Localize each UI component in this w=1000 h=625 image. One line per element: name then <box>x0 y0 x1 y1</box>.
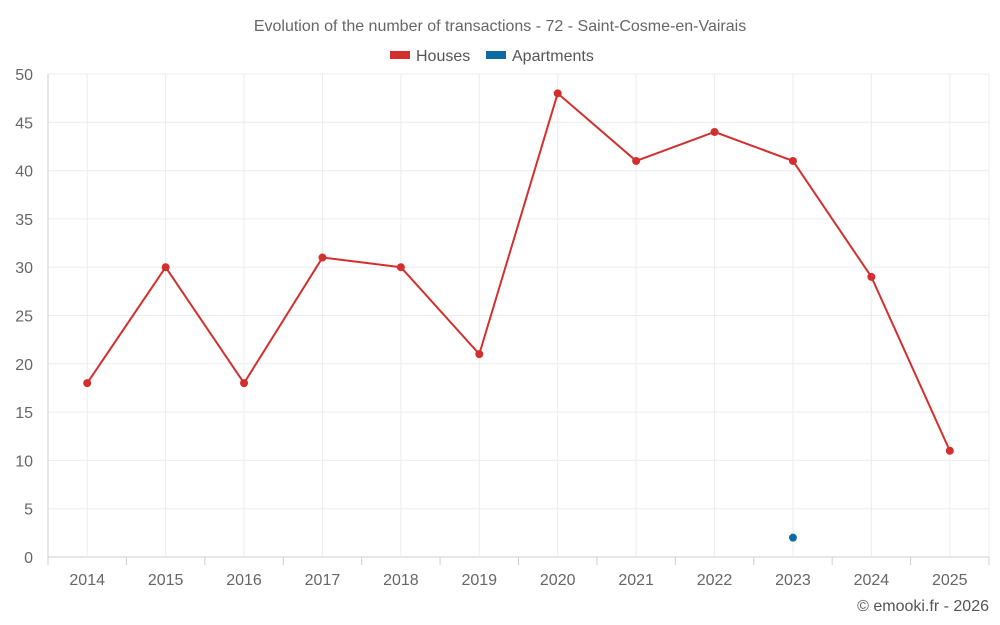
data-point-houses[interactable] <box>475 350 484 359</box>
data-point-houses[interactable] <box>161 263 170 272</box>
y-tick-label: 0 <box>24 550 33 567</box>
x-tick-label: 2023 <box>775 572 811 589</box>
x-tick-label: 2019 <box>461 572 497 589</box>
data-point-houses[interactable] <box>632 156 641 165</box>
y-tick-label: 30 <box>15 260 33 277</box>
data-point-houses[interactable] <box>396 263 405 272</box>
x-tick-label: 2015 <box>148 572 184 589</box>
y-tick-label: 40 <box>15 164 33 181</box>
series-apartments <box>788 533 797 542</box>
y-tick-label: 15 <box>15 405 33 422</box>
x-tick-label: 2016 <box>226 572 262 589</box>
y-tick-label: 20 <box>15 357 33 374</box>
legend-label-houses[interactable]: Houses <box>416 48 470 65</box>
data-point-apartments[interactable] <box>788 533 797 542</box>
y-tick-label: 45 <box>15 115 33 132</box>
x-tick-label: 2025 <box>932 572 968 589</box>
series-line-houses <box>86 92 951 452</box>
x-tick-label: 2024 <box>854 572 890 589</box>
data-point-houses[interactable] <box>318 253 327 262</box>
series-layer <box>83 89 954 542</box>
y-tick-label: 35 <box>15 212 33 229</box>
x-tick-label: 2022 <box>697 572 733 589</box>
series-houses <box>83 89 954 455</box>
data-point-houses[interactable] <box>710 127 719 136</box>
x-tick-label: 2017 <box>305 572 341 589</box>
y-tick-label: 50 <box>15 67 33 84</box>
legend-label-apartments[interactable]: Apartments <box>512 48 594 65</box>
data-point-houses[interactable] <box>945 446 954 455</box>
legend-swatch-apartments <box>486 51 506 59</box>
chart-title: Evolution of the number of transactions … <box>254 18 746 35</box>
y-tick-label: 5 <box>24 502 33 519</box>
x-tick-label: 2021 <box>618 572 654 589</box>
data-point-houses[interactable] <box>867 272 876 281</box>
data-point-houses[interactable] <box>240 379 249 388</box>
legend: Houses Apartments <box>390 48 594 65</box>
x-tick-label: 2018 <box>383 572 419 589</box>
credit-text: © emooki.fr - 2026 <box>857 598 989 615</box>
grid <box>48 73 989 558</box>
legend-swatch-houses <box>390 51 410 59</box>
x-tick-label: 2020 <box>540 572 576 589</box>
y-tick-label: 10 <box>15 453 33 470</box>
y-tick-label: 25 <box>15 309 33 326</box>
data-point-houses[interactable] <box>83 379 92 388</box>
x-tick-label: 2014 <box>69 572 105 589</box>
data-point-houses[interactable] <box>553 89 562 98</box>
data-point-houses[interactable] <box>788 156 797 165</box>
